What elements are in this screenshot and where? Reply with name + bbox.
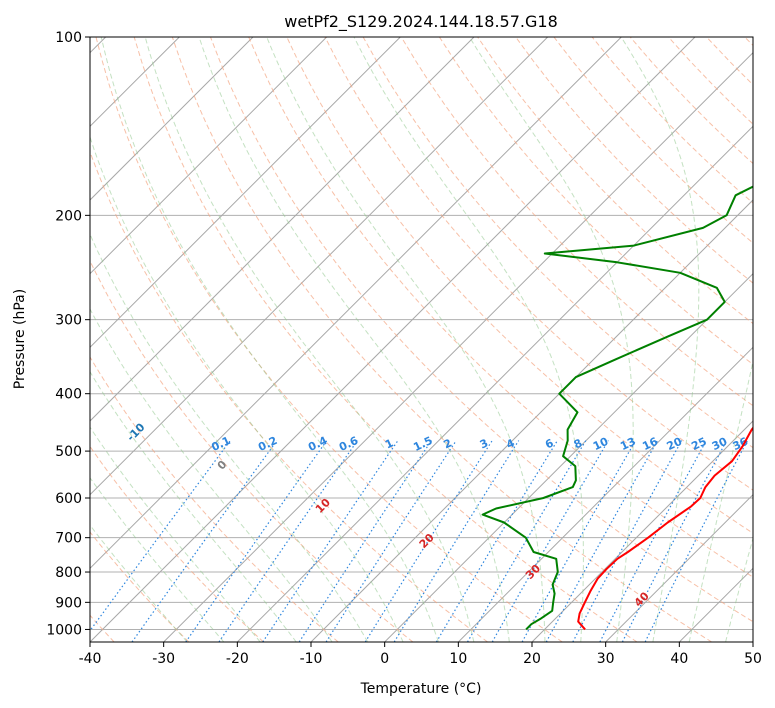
dry-adiabat-line: [324, 37, 753, 491]
dry-adiabat-line: [171, 37, 712, 642]
temperature-profile-line: [577, 426, 753, 631]
mixing-ratio-label: 10: [591, 435, 611, 453]
plot-grid: [90, 37, 753, 642]
mixing-ratio-line: [491, 440, 609, 642]
y-tick-label: 600: [55, 491, 82, 507]
dry-adiabat-line: [210, 37, 753, 623]
y-axis-label: Pressure (hPa): [12, 289, 28, 389]
dry-adiabat-line: [90, 150, 488, 642]
y-tick-label: 400: [55, 387, 82, 403]
x-tick-label: -30: [152, 651, 175, 667]
dry-adiabat-line: [90, 531, 190, 642]
y-tick-label: 1000: [46, 622, 82, 638]
isotherm-gridline: [90, 37, 328, 275]
x-tick-label: 40: [670, 651, 688, 667]
dry-adiabat-line: [248, 37, 753, 578]
x-tick-label: -20: [226, 651, 249, 667]
y-tick-label: 100: [55, 30, 82, 46]
dry-adiabat-line: [515, 37, 753, 284]
mixing-ratio-label: 25: [689, 435, 708, 453]
x-tick-label: 20: [523, 651, 541, 667]
y-tick-label: 300: [55, 313, 82, 329]
mixing-ratio-line: [185, 440, 328, 642]
dry-adiabat-line: [400, 37, 753, 407]
x-tick-label: 0: [380, 651, 389, 667]
dry-adiabat-line: [90, 445, 264, 642]
y-tick-label: 900: [55, 595, 82, 611]
x-axis-label: Temperature (°C): [360, 681, 482, 697]
moist-adiabat-line: [198, 37, 510, 642]
isotherm-gridline: [384, 272, 753, 642]
moist-adiabat-line: [725, 536, 753, 642]
mixing-ratio-line: [545, 440, 659, 642]
dry-adiabat-line: [438, 37, 753, 366]
isotherm-gridline: [90, 37, 549, 496]
moist-adiabat-line: [90, 232, 369, 642]
y-tick-label: 700: [55, 531, 82, 547]
mixing-ratio-line: [262, 440, 399, 642]
moist-adiabat-line: [90, 308, 333, 642]
x-tick-label: 50: [744, 651, 762, 667]
mixing-ratio-line: [466, 440, 587, 642]
background-lines: [90, 37, 753, 642]
mixing-ratio-line: [131, 440, 278, 642]
mixing-ratio-line: [90, 440, 231, 632]
mixing-ratio-line: [644, 440, 748, 642]
plot-frame: [89, 36, 754, 643]
mixing-ratio-label: 30: [710, 435, 730, 453]
dry-adiabat-line: [133, 37, 638, 642]
mixing-ratio-label: 13: [618, 435, 637, 453]
mixing-ratio-line: [325, 440, 457, 642]
isotherm-gridline: [90, 37, 696, 642]
y-axis-ticks: 100 200 300 400 500 600 700 800 900 1000: [46, 30, 90, 638]
x-axis-ticks: -40 -30 -20 -10 0 10 20 30 40 50: [79, 642, 762, 667]
dry-adiabat-line: [95, 37, 563, 642]
isotherm-gridline: [163, 51, 753, 642]
chart-title: wetPf2_S129.2024.144.18.57.G18: [284, 12, 558, 32]
moist-adiabat-line: [266, 37, 546, 642]
isotherm-gridline: [236, 125, 753, 642]
isotherm-gridline: [605, 493, 753, 642]
moist-adiabat-line: [688, 358, 753, 642]
y-tick-label: 800: [55, 565, 82, 581]
mixing-ratio-label: 20: [665, 435, 685, 453]
x-tick-label: -10: [300, 651, 323, 667]
moist-adiabat-line: [100, 37, 439, 642]
isotherm-gridline: [457, 346, 753, 642]
y-tick-label: 500: [55, 444, 82, 460]
dewpoint-profile-line: [481, 185, 753, 631]
mixing-ratio-line: [435, 440, 558, 642]
moist-adiabat-line: [144, 37, 475, 642]
y-tick-label: 200: [55, 208, 82, 224]
isotherm-gridline: [531, 420, 753, 642]
isotherm-gridline: [90, 37, 622, 570]
mixing-ratio-line: [298, 440, 432, 642]
x-tick-label: -40: [79, 651, 102, 667]
mixing-ratio-line: [364, 440, 493, 642]
isotherm-gridline: [90, 37, 401, 349]
moist-adiabat-line: [90, 135, 404, 642]
dry-adiabat-line: [90, 356, 339, 642]
sounding-profiles: [481, 185, 753, 631]
x-tick-label: 30: [597, 651, 615, 667]
isotherm-gridline: [90, 37, 475, 422]
mixing-ratio-label: 16: [640, 435, 660, 453]
moist-adiabat-line: [90, 476, 225, 642]
dry-adiabat-line: [90, 259, 414, 642]
mixing-ratio-line: [521, 440, 637, 642]
isotherm-gridline: [90, 37, 254, 201]
moist-adiabat-line: [90, 426, 261, 642]
mixing-ratio-line: [393, 440, 520, 642]
x-tick-label: 10: [449, 651, 467, 667]
moist-adiabat-line: [353, 37, 584, 642]
